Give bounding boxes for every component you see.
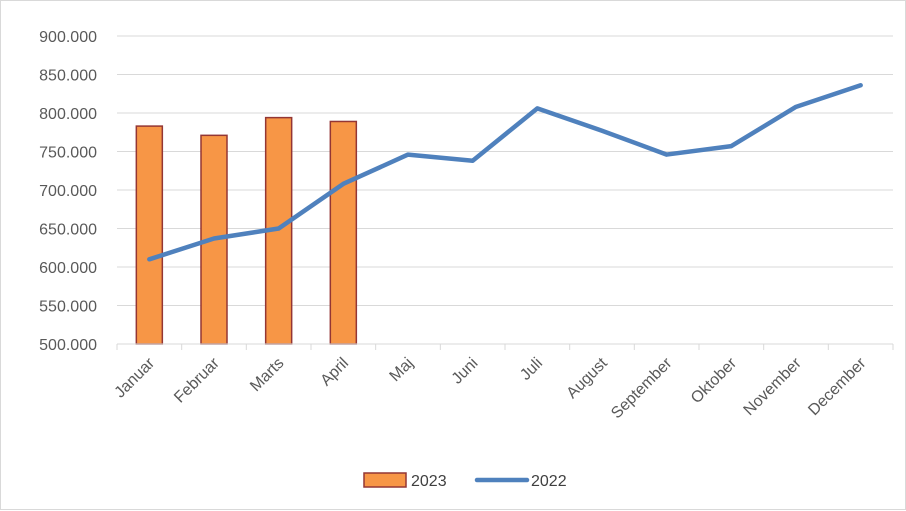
x-tick-label: August [564,354,612,402]
y-tick-label: 750.000 [39,145,97,162]
x-tick-label: Juli [517,355,546,384]
y-tick-label: 650.000 [39,222,97,239]
y-tick-label: 700.000 [39,183,97,200]
x-tick-label: April [318,355,353,390]
x-tick-label: September [608,354,676,422]
bar-2023 [330,121,356,344]
y-tick-label: 850.000 [39,68,97,85]
x-axis: Januar Februar Marts April Maj Juni Juli August… [112,344,893,422]
x-tick-label: November [741,354,806,419]
x-tick-label: Marts [247,355,287,395]
x-tick-label: Februar [171,354,223,406]
y-tick-label: 800.000 [39,106,97,123]
y-tick-label: 550.000 [39,299,97,316]
gridlines [117,36,893,306]
y-tick-label: 900.000 [39,29,97,46]
x-tick-label: Juni [449,355,482,388]
legend-label-2022: 2022 [531,473,567,490]
legend-label-2023: 2023 [411,473,447,490]
legend: 2023 2022 [364,473,567,490]
bar-2023 [136,126,162,344]
legend-swatch-2023 [364,473,406,487]
x-tick-label: Januar [112,354,159,401]
series-2022-line-group [149,85,860,259]
y-tick-label: 600.000 [39,260,97,277]
series-2022-line [149,85,860,259]
y-tick-label: 500.000 [39,337,97,354]
x-tick-label: Maj [387,355,417,385]
x-tick-label: December [805,354,870,419]
x-tick-label: Oktober [688,354,741,407]
y-axis: 500.000 550.000 600.000 650.000 700.000 750.0… [39,29,97,354]
